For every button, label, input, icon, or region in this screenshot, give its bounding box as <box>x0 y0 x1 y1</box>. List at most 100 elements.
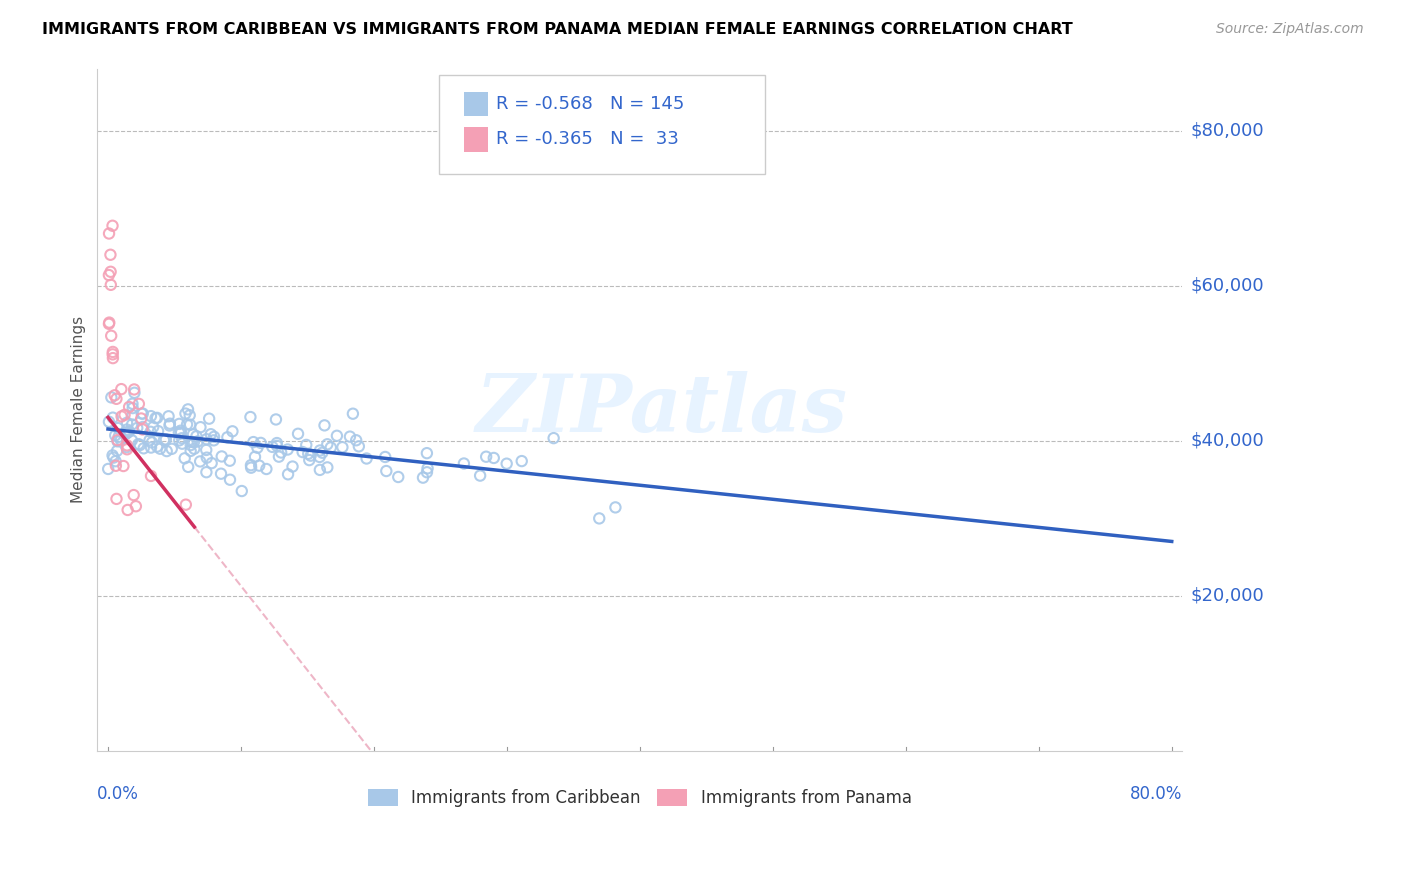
Point <box>101 347 124 361</box>
Point <box>202 434 225 448</box>
FancyBboxPatch shape <box>464 92 488 116</box>
Point <box>319 441 342 455</box>
Point <box>218 454 240 468</box>
Point <box>110 382 132 396</box>
Point <box>201 456 224 470</box>
Point <box>266 439 288 453</box>
Point <box>153 433 176 447</box>
Point <box>347 439 370 453</box>
Point <box>121 417 143 432</box>
Point <box>170 431 193 445</box>
Point <box>281 459 304 474</box>
Point <box>342 407 364 421</box>
Point <box>264 412 287 426</box>
Point <box>115 442 138 457</box>
Point <box>128 397 150 411</box>
Point <box>149 442 172 456</box>
Point <box>177 459 200 474</box>
Point <box>142 420 165 434</box>
Point <box>139 409 162 424</box>
Point <box>115 416 138 430</box>
Point <box>100 391 122 405</box>
Point <box>179 417 201 432</box>
Point <box>132 442 155 456</box>
Point <box>104 388 127 402</box>
Point <box>107 421 129 435</box>
Point <box>121 434 143 448</box>
Point <box>277 467 299 482</box>
Point <box>167 417 190 431</box>
Point <box>309 443 332 458</box>
Point <box>239 410 262 425</box>
Point <box>98 227 121 241</box>
Text: IMMIGRANTS FROM CARIBBEAN VS IMMIGRANTS FROM PANAMA MEDIAN FEMALE EARNINGS CORRE: IMMIGRANTS FROM CARIBBEAN VS IMMIGRANTS … <box>42 22 1073 37</box>
Point <box>100 328 122 343</box>
Point <box>468 468 491 483</box>
Text: $40,000: $40,000 <box>1191 432 1264 450</box>
Point <box>139 469 162 483</box>
Point <box>167 425 190 440</box>
Point <box>172 436 194 450</box>
Point <box>416 446 439 460</box>
Point <box>157 409 180 424</box>
Point <box>267 450 290 464</box>
Point <box>117 503 139 517</box>
Point <box>412 470 434 484</box>
Point <box>510 454 533 468</box>
Point <box>543 431 565 445</box>
Point <box>107 430 129 444</box>
Point <box>118 425 141 439</box>
Point <box>115 423 138 437</box>
Point <box>105 443 128 458</box>
Point <box>125 500 148 514</box>
Point <box>173 451 195 466</box>
Point <box>159 417 181 431</box>
Point <box>107 434 129 449</box>
Point <box>297 447 319 461</box>
Point <box>475 450 498 464</box>
Point <box>110 409 132 424</box>
Text: 80.0%: 80.0% <box>1130 785 1182 803</box>
Point <box>495 457 517 471</box>
Point <box>416 465 439 479</box>
Point <box>103 450 125 465</box>
Point <box>247 458 270 473</box>
Point <box>187 434 209 449</box>
Point <box>127 421 149 435</box>
Point <box>146 424 169 438</box>
Point <box>97 415 120 429</box>
Point <box>146 440 169 454</box>
Point <box>195 450 218 465</box>
Point <box>112 458 135 473</box>
Point <box>104 428 127 442</box>
Point <box>129 438 152 452</box>
Point <box>159 418 181 433</box>
Point <box>98 316 121 330</box>
Point <box>101 219 124 233</box>
Text: $80,000: $80,000 <box>1191 121 1264 139</box>
Point <box>316 460 339 475</box>
Text: $60,000: $60,000 <box>1191 277 1264 294</box>
Text: 0.0%: 0.0% <box>97 785 139 803</box>
Point <box>97 462 120 476</box>
Point <box>122 383 145 397</box>
Point <box>211 450 233 464</box>
Point <box>97 317 120 331</box>
Point <box>295 438 318 452</box>
Point <box>107 433 129 447</box>
Point <box>101 449 124 463</box>
Point <box>482 450 505 465</box>
Point <box>588 511 610 525</box>
Point <box>105 491 128 506</box>
Text: R = -0.568   N = 145: R = -0.568 N = 145 <box>495 95 683 113</box>
Point <box>105 392 128 406</box>
Point <box>314 418 336 433</box>
Point <box>167 434 190 448</box>
Legend: Immigrants from Caribbean, Immigrants from Panama: Immigrants from Caribbean, Immigrants fr… <box>361 782 918 814</box>
Point <box>121 397 143 411</box>
Point <box>110 433 132 447</box>
Point <box>124 385 146 400</box>
FancyBboxPatch shape <box>464 128 488 152</box>
Point <box>183 442 205 456</box>
Point <box>122 488 145 502</box>
